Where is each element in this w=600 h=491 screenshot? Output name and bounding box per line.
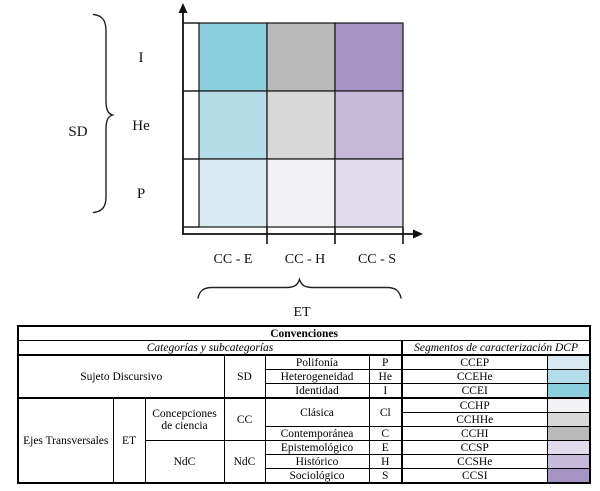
cell-sujeto-discursivo: Sujeto Discursivo: [17, 354, 225, 399]
cell-historico-code: H: [368, 454, 403, 469]
swatch-cchi: [546, 426, 591, 441]
grid-cell-P-CCS: [334, 158, 404, 228]
swatch-ccei: [546, 383, 591, 399]
table-row: Categorías y subcategorías Segmentos de …: [17, 340, 591, 356]
row-label-I: I: [139, 50, 144, 66]
grid-cell-I-CCE: [198, 22, 268, 92]
table-row: Convenciones: [17, 325, 591, 341]
table-row: Identidad I CCEI: [18, 383, 591, 399]
cell-polifonia-code: P: [368, 354, 403, 370]
cell-segment-cchi: CCHI: [401, 426, 548, 441]
row-tick-lines: [183, 22, 199, 228]
grid-cell-I-CCH: [266, 22, 336, 92]
cell-sociologico-code: S: [368, 468, 403, 484]
grid-cell-P-CCE: [198, 158, 268, 228]
cell-segment-ccshe: CCSHe: [401, 454, 548, 469]
cell-ndc: NdC: [144, 440, 225, 484]
col-label-CCH: CC - H: [285, 252, 325, 267]
swatch-ccep: [546, 354, 591, 370]
cell-segment-ccehe: CCEHe: [401, 369, 548, 384]
row-label-He: He: [132, 118, 150, 134]
cell-heterogeneidad: Heterogeneidad: [264, 369, 370, 384]
swatch-ccehe: [546, 369, 591, 384]
cell-sd-code: SD: [223, 354, 266, 399]
cell-identidad-code: I: [368, 383, 403, 399]
et-group-label: ET: [293, 305, 311, 320]
et-brace: [197, 277, 402, 299]
row-label-P: P: [137, 186, 145, 202]
cell-cc-code: CC: [223, 397, 266, 441]
cell-segment-ccei: CCEI: [401, 383, 548, 399]
cell-sociologico: Sociológico: [264, 468, 370, 484]
swatch-ccsi: [546, 468, 591, 484]
grid-cell-He-CCS: [334, 90, 404, 160]
header-categories: Categorías y subcategorías: [17, 340, 403, 356]
y-axis-arrowhead: [178, 3, 188, 13]
cell-contemporanea-code: C: [368, 426, 403, 441]
table-row: Sociológico S CCSI: [18, 468, 591, 484]
table-row: Sujeto Discursivo SD Polifonía P CCEP: [17, 354, 591, 399]
sd-brace: [92, 13, 115, 214]
cell-segment-ccep: CCEP: [401, 354, 548, 370]
col-label-CCE: CC - E: [214, 252, 253, 267]
cell-heterogeneidad-code: He: [368, 369, 403, 384]
conventions-table: Convenciones Categorías y subcategorías …: [17, 325, 592, 484]
cell-contemporanea: Contemporánea: [264, 426, 370, 441]
swatch-cchhe: [546, 412, 591, 427]
cell-ejes-transversales: Ejes Transversales: [17, 397, 114, 484]
grid-cell-He-CCE: [198, 90, 268, 160]
swatch-ccsp: [546, 440, 591, 455]
x-axis-ticks: [266, 227, 404, 244]
cell-segment-ccsp: CCSP: [401, 440, 548, 455]
grid-cell-He-CCH: [266, 90, 336, 160]
table-row: Histórico H CCSHe: [18, 454, 591, 469]
swatch-ccshe: [546, 454, 591, 469]
cell-epistemologico-code: E: [368, 440, 403, 455]
cell-concepciones: Concepciones de ciencia: [144, 397, 225, 441]
cell-clasica: Clásica: [264, 397, 370, 427]
swatch-cchp: [546, 397, 591, 413]
grid-cell-P-CCH: [266, 158, 336, 228]
x-axis-arrowhead: [413, 229, 423, 239]
cell-polifonia: Polifonía: [264, 354, 370, 370]
cell-segment-cchp: CCHP: [401, 397, 548, 413]
cell-identidad: Identidad: [264, 383, 370, 399]
cell-ndc-code: NdC: [223, 440, 266, 484]
cell-et-code: ET: [112, 397, 146, 484]
table-row: NdC NdC Epistemológico E CCSP: [18, 440, 591, 484]
table-row: Heterogeneidad He CCEHe: [18, 369, 591, 384]
matrix-diagram: I He P SD CC - E CC - H CC - S ET: [68, 3, 423, 320]
cell-historico: Histórico: [264, 454, 370, 469]
header-segments: Segmentos de caracterización DCP: [401, 340, 591, 356]
col-label-CCS: CC - S: [358, 252, 396, 267]
sd-group-label: SD: [68, 124, 87, 140]
cell-clasica-code: Cl: [368, 397, 403, 427]
grid-cell-I-CCS: [334, 22, 404, 92]
table-row: Ejes Transversales ET Concepciones de ci…: [17, 397, 591, 484]
cell-segment-ccsi: CCSI: [401, 468, 548, 484]
table-title: Convenciones: [17, 325, 591, 341]
cell-segment-cchhe: CCHHe: [401, 412, 548, 427]
cell-epistemologico: Epistemológico: [264, 440, 370, 455]
